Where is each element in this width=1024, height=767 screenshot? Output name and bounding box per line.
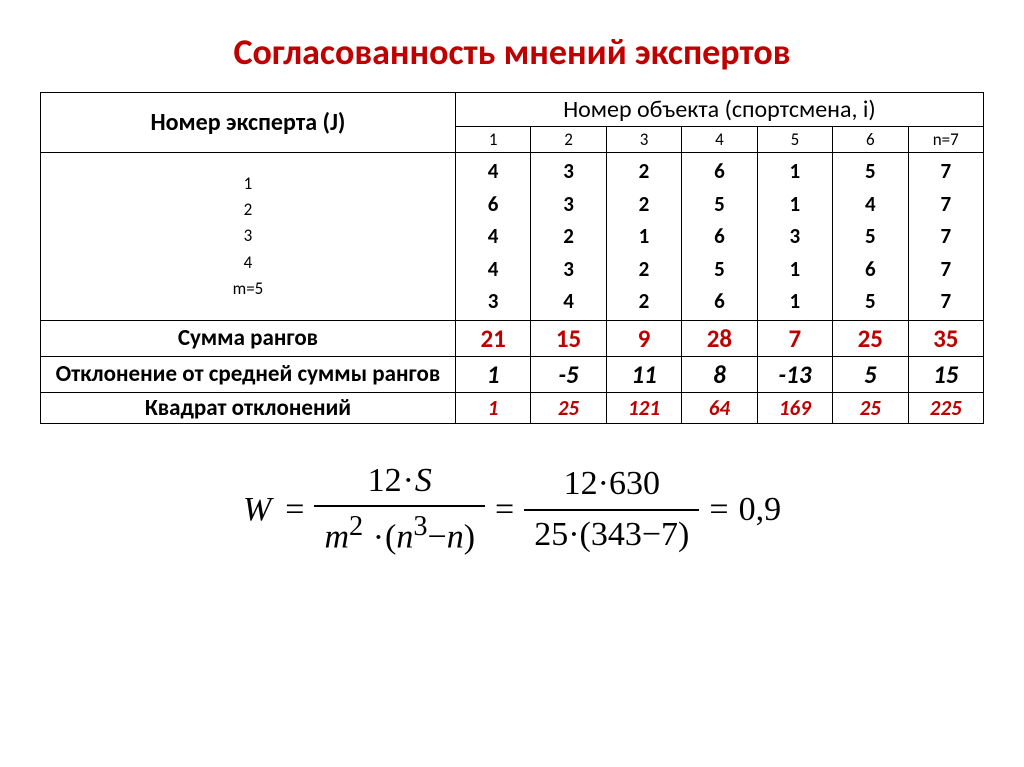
dev-4: 8 [682,356,757,392]
sq-7: 225 [908,392,983,423]
data-col-6: 54565 [833,153,908,321]
sum-7: 35 [908,320,983,356]
ranks-table: Номер эксперта (J) Номер объекта (спортс… [40,92,984,424]
sq-1: 1 [455,392,530,423]
slide-title: Согласованность мнений экспертов [40,30,984,74]
sq-5: 169 [757,392,832,423]
kendall-w-formula: W = 12·S m2 ·(n3−n) = 12·630 25·(343−7) … [40,459,984,560]
sq-2: 25 [531,392,606,423]
col-6: 6 [833,127,908,153]
dev-label: Отклонение от средней суммы рангов [41,356,456,392]
sq-4: 64 [682,392,757,423]
sq-label: Квадрат отклонений [41,392,456,423]
dev-6: 5 [833,356,908,392]
sum-1: 21 [455,320,530,356]
formula-frac-numeric: 12·630 25·(343−7) [524,462,699,556]
formula-lhs: W [243,491,271,529]
data-col-5: 11311 [757,153,832,321]
header-object: Номер объекта (спортсмена, i) [455,93,983,127]
col-2: 2 [531,127,606,153]
sum-6: 25 [833,320,908,356]
formula-eq1: = [285,491,304,529]
col-1: 1 [455,127,530,153]
sum-2: 15 [531,320,606,356]
dev-5: -13 [757,356,832,392]
sq-6: 25 [833,392,908,423]
data-col-4: 65656 [682,153,757,321]
sum-5: 7 [757,320,832,356]
header-expert: Номер эксперта (J) [41,93,456,153]
dev-7: 15 [908,356,983,392]
sum-3: 9 [606,320,681,356]
dev-2: -5 [531,356,606,392]
formula-eq3: = [709,491,728,529]
col-3: 3 [606,127,681,153]
dev-1: 1 [455,356,530,392]
sum-label: Сумма рангов [41,320,456,356]
col-4: 4 [682,127,757,153]
formula-result: 0,9 [739,491,782,529]
sq-3: 121 [606,392,681,423]
data-col-3: 22122 [606,153,681,321]
data-col-7: 77777 [908,153,983,321]
dev-3: 11 [606,356,681,392]
data-col-1: 46443 [455,153,530,321]
experts-list: 1 2 3 4 m=5 [41,153,456,321]
data-col-2: 33234 [531,153,606,321]
formula-frac-symbolic: 12·S m2 ·(n3−n) [314,459,485,560]
sum-4: 28 [682,320,757,356]
col-7: n=7 [908,127,983,153]
col-5: 5 [757,127,832,153]
formula-eq2: = [495,491,514,529]
